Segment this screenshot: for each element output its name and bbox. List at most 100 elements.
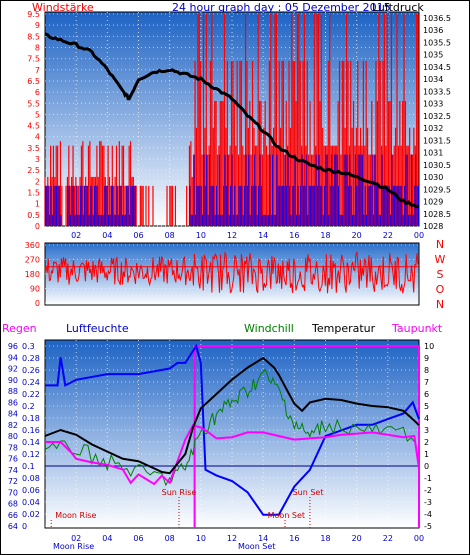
wind-x-tick-label: 14 — [258, 231, 268, 240]
humidity-tick-label: 68 — [8, 500, 18, 509]
rain-tick-label: 0.14 — [22, 438, 40, 447]
temp-x-tick-label: 02 — [71, 534, 81, 543]
temperature-tick-label: -2 — [424, 486, 432, 495]
pressure-tick-label: 1033.5 — [423, 87, 451, 96]
temp-x-axis: 02 04 06 08 10 12 14 16 18 20 22 00 Moon Rise Moon Se… — [53, 534, 424, 551]
humidity-tick-label: 78 — [8, 443, 18, 452]
humidity-tick-label: 72 — [8, 477, 18, 486]
bottom-moonset-label: Moon Set — [238, 542, 275, 551]
wind-tick-label: 0 — [35, 222, 40, 231]
rain-tick-label: 0.22 — [22, 390, 40, 399]
humidity-tick-label: 66 — [8, 511, 18, 520]
legend-windchill: Windchill — [244, 322, 294, 335]
pressure-tick-label: 1030 — [423, 173, 443, 182]
temp-x-tick-label: 22 — [383, 534, 393, 543]
rain-tick-label: 0.26 — [22, 366, 40, 375]
temperature-tick-label: 9 — [424, 354, 429, 363]
humidity-tick-label: 70 — [8, 488, 18, 497]
wind-tick-label: 6.5 — [27, 77, 40, 86]
compass-label: O — [436, 283, 445, 296]
pressure-tick-label: 1030.5 — [423, 161, 451, 170]
compass-label: S — [437, 268, 444, 281]
wind-tick-label: 8.5 — [27, 32, 40, 41]
pressure-tick-label: 1032 — [423, 124, 443, 133]
pressure-tick-label: 1031 — [423, 149, 443, 158]
temp-x-tick-label: 16 — [289, 534, 299, 543]
temp-x-tick-label: 18 — [320, 534, 330, 543]
windchill-line — [44, 368, 416, 487]
humidity-tick-label: 76 — [8, 455, 18, 464]
dewpoint-line — [45, 424, 420, 486]
pressure-tick-label: 1029.5 — [423, 185, 451, 194]
humidity-line — [45, 343, 420, 516]
pressure-tick-label: 1033 — [423, 100, 443, 109]
rain-tick-label: 0 — [22, 522, 27, 531]
legend-luftfeuchte: Luftfeuchte — [66, 322, 129, 335]
rain-tick-label: 0.12 — [22, 450, 40, 459]
wind-x-tick-label: 02 — [71, 231, 81, 240]
temp-x-tick-label: 08 — [165, 534, 175, 543]
humidity-tick-label: 90 — [8, 376, 18, 385]
humidity-tick-label: 94 — [8, 353, 18, 362]
humidity-tick-label: 84 — [8, 410, 18, 419]
sun-moon-annotations: Moon Rise Sun Rise Moon Set Sun Set — [50, 488, 324, 528]
rain-tick-label: 0.1 — [22, 462, 35, 471]
direction-tick-label: 0 — [35, 299, 40, 308]
wind-x-tick-label: 08 — [165, 231, 175, 240]
humidity-tick-label: 80 — [8, 432, 18, 441]
annotation-label: Sun Set — [293, 488, 324, 497]
rain-tick-label: 0.28 — [22, 354, 40, 363]
pressure-tick-label: 1028 — [423, 222, 443, 231]
pressure-tick-label: 1032.5 — [423, 112, 451, 121]
wind-x-tick-label: 06 — [133, 231, 143, 240]
wind-tick-label: 3.5 — [27, 144, 40, 153]
compass-label: W — [435, 253, 446, 266]
temperature-tick-label: 8 — [424, 366, 429, 375]
rain-tick-label: 0.18 — [22, 414, 40, 423]
wind-x-tick-label: 10 — [196, 231, 206, 240]
rain-tick-label: 0.08 — [22, 474, 40, 483]
header-title: 24 hour graph day : 05 Dezember 2015 — [172, 1, 391, 14]
rain-tick-label: 0.2 — [22, 402, 35, 411]
rain-tick-label: 0.02 — [22, 510, 40, 519]
temperature-tick-label: 4 — [424, 414, 429, 423]
wind-tick-label: 3 — [35, 155, 40, 164]
pressure-tick-label: 1035.5 — [423, 38, 451, 47]
wind-tick-label: 4 — [35, 133, 40, 142]
pressure-tick-label: 1036 — [423, 26, 443, 35]
humidity-tick-label: 96 — [8, 342, 18, 351]
temperature-tick-label: 2 — [424, 438, 429, 447]
wind-left-axis: 0 0.5 1 1.5 2 2.5 3 3.5 4 4.5 5 5.5 6 6.5 7 7.5 8 8.5 9 9.5 — [27, 10, 40, 231]
wind-tick-label: 7.5 — [27, 55, 40, 64]
header-wind-label: Windstärke — [32, 1, 94, 14]
legend-taupunkt: Taupunkt — [391, 322, 443, 335]
temperature-tick-label: 3 — [424, 426, 429, 435]
rain-tick-label: 0.16 — [22, 426, 40, 435]
temperature-tick-label: 7 — [424, 378, 429, 387]
annotation-label: Sun Rise — [162, 488, 197, 497]
temp-x-tick-label: 00 — [414, 534, 424, 543]
temperature-tick-label: -4 — [424, 510, 432, 519]
wind-x-tick-label: 00 — [414, 231, 424, 240]
pressure-tick-label: 1034 — [423, 75, 443, 84]
humidity-tick-label: 74 — [8, 466, 18, 475]
pressure-tick-label: 1035 — [423, 51, 443, 60]
wind-pressure-panel: 0 0.5 1 1.5 2 2.5 3 3.5 4 4.5 5 5.5 6 6.5 7 7.5 8 8.5 9 9.5… — [27, 10, 451, 240]
rain-line — [193, 345, 420, 528]
wind-tick-label: 0.5 — [27, 211, 40, 220]
temp-x-tick-label: 06 — [133, 534, 143, 543]
wind-tick-label: 2.5 — [27, 166, 40, 175]
wind-tick-label: 9 — [35, 21, 40, 30]
rain-tick-label: 0.24 — [22, 378, 40, 387]
temp-x-tick-label: 10 — [196, 534, 206, 543]
pressure-tick-label: 1036.5 — [423, 14, 451, 23]
temperature-tick-label: -1 — [424, 474, 432, 483]
temperature-tick-label: 1 — [424, 450, 429, 459]
wind-tick-label: 7 — [35, 66, 40, 75]
temp-x-tick-label: 12 — [227, 534, 237, 543]
rain-tick-label: 0.04 — [22, 498, 40, 507]
